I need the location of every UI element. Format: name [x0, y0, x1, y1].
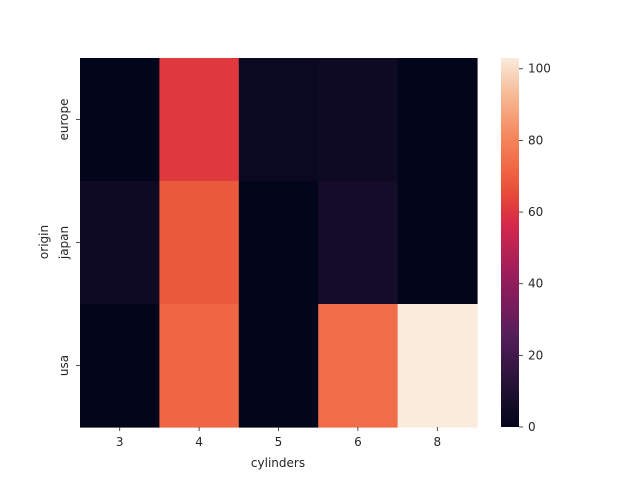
heatmap-cell	[238, 304, 319, 428]
heatmap-cell	[318, 181, 399, 305]
heatmap-cell	[318, 304, 399, 428]
y-tick-label: usa	[57, 355, 71, 376]
colorbar	[501, 58, 519, 427]
x-tick-label: 6	[354, 435, 362, 449]
heatmap-cell	[238, 58, 319, 182]
heatmap-cells	[80, 58, 478, 428]
heatmap-cell	[159, 304, 240, 428]
heatmap-cell	[397, 304, 478, 428]
y-axis-ticks: europe japan usa	[57, 99, 80, 376]
y-axis-label: origin	[37, 225, 51, 259]
x-tick-label: 4	[195, 435, 203, 449]
colorbar-tick-label: 80	[528, 133, 543, 147]
heatmap-cell	[238, 181, 319, 305]
colorbar-tick-label: 0	[528, 420, 536, 434]
heatmap-cell	[80, 181, 160, 305]
heatmap-cell	[397, 58, 478, 182]
colorbar-tick-label: 20	[528, 348, 543, 362]
x-axis-ticks: 3 4 5 6 8	[116, 427, 441, 449]
colorbar-tick-label: 60	[528, 205, 543, 219]
x-tick-label: 3	[116, 435, 124, 449]
heatmap-cell	[159, 181, 240, 305]
y-tick-label: europe	[57, 99, 71, 141]
x-axis-label: cylinders	[251, 456, 305, 470]
heatmap-cell	[159, 58, 240, 182]
colorbar-tick-label: 40	[528, 277, 543, 291]
heatmap-cell	[318, 58, 399, 182]
colorbar-tick-label: 100	[528, 62, 551, 76]
colorbar-ticks: 0 20 40 60 80 100	[519, 62, 551, 434]
heatmap-cell	[397, 181, 478, 305]
x-tick-label: 5	[275, 435, 283, 449]
heatmap-cell	[80, 58, 160, 182]
heatmap-cell	[80, 304, 160, 428]
y-tick-label: japan	[57, 226, 71, 260]
x-tick-label: 8	[433, 435, 441, 449]
